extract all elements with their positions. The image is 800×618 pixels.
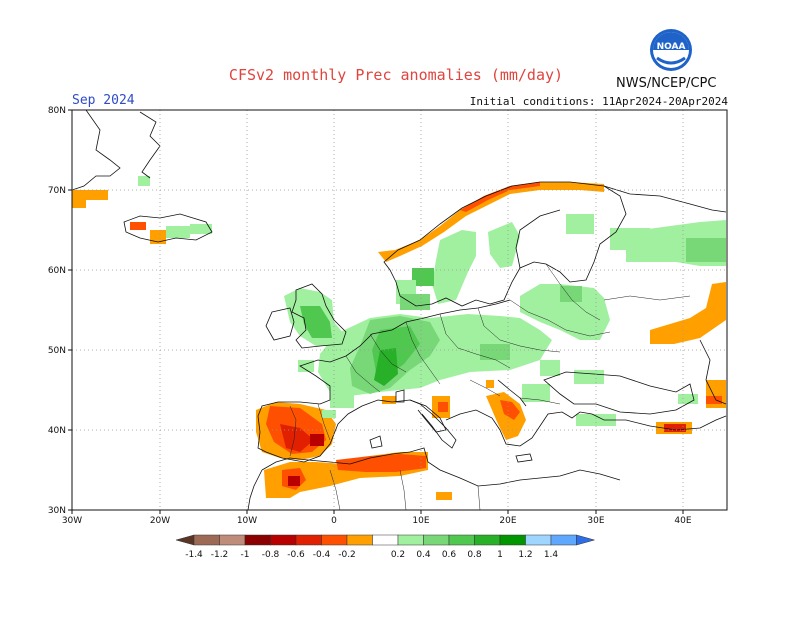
legend-tick-label: 1.4	[544, 550, 559, 560]
map-area	[72, 110, 727, 510]
init-label: Initial conditions: 11Apr2024-20Apr2024	[469, 95, 728, 108]
gridlines	[72, 110, 727, 510]
legend-arrow-left	[175, 534, 195, 546]
legend-color-box	[219, 534, 246, 546]
lon-tick-label: 30W	[62, 516, 82, 526]
lon-tick-label: 10E	[412, 516, 429, 526]
legend-color-box	[499, 534, 526, 546]
legend-color-box	[270, 534, 297, 546]
legend-tick-label: 0.8	[467, 550, 482, 560]
logo-text: NOAA	[657, 42, 686, 52]
legend-tick-label: -0.2	[338, 550, 356, 560]
legend-color-box	[423, 534, 450, 546]
agency-label: NWS/NCEP/CPC	[616, 76, 717, 91]
legend-tick-label: 0.4	[416, 550, 431, 560]
lat-tick-label: 70N	[48, 186, 66, 196]
map-frame	[71, 109, 728, 511]
lat-axis-labels: 80N 70N 60N 50N 40N 30N	[48, 106, 66, 516]
legend-tick-label: 0.2	[391, 550, 405, 560]
legend-color-box	[346, 534, 373, 546]
color-legend: -1.4 -1.2 -1 -0.8 -0.6 -0.4 -0.2 0.2 0.4 0.6 0.8 1 1…	[175, 534, 596, 560]
legend-tick-label: 1	[497, 550, 503, 560]
legend-tick-label: -0.6	[287, 550, 305, 560]
legend-color-box	[550, 534, 577, 546]
coastlines	[72, 110, 727, 510]
legend-tick-label: 1.2	[518, 550, 532, 560]
legend-color-box	[448, 534, 475, 546]
legend-color-box	[474, 534, 501, 546]
legend-tick-label: -1.2	[211, 550, 229, 560]
anomaly-patch	[72, 190, 108, 200]
lat-tick-label: 30N	[48, 506, 66, 516]
chart-title: CFSv2 monthly Prec anomalies (mm/day)	[228, 66, 564, 84]
lon-tick-label: 20W	[150, 516, 170, 526]
legend-tick-label: -1.4	[185, 550, 203, 560]
lon-tick-label: 0	[331, 516, 337, 526]
lat-tick-label: 60N	[48, 266, 66, 276]
legend-color-box	[193, 534, 220, 546]
legend-color-box	[397, 534, 424, 546]
lat-tick-label: 50N	[48, 346, 66, 356]
noaa-logo-icon: NOAA	[649, 28, 693, 72]
legend-color-box	[372, 534, 399, 546]
legend-tick-label: 0.6	[442, 550, 457, 560]
month-label: Sep 2024	[72, 93, 135, 108]
legend-color-box	[295, 534, 322, 546]
lon-tick-label: 30E	[587, 516, 604, 526]
lat-tick-label: 80N	[48, 106, 66, 116]
legend-color-box	[244, 534, 271, 546]
legend-color-box	[321, 534, 348, 546]
lon-axis-labels: 30W 20W 10W 0 10E 20E 30E 40E	[62, 516, 692, 526]
lat-tick-label: 40N	[48, 426, 66, 436]
legend-tick-label: -1	[241, 550, 250, 560]
legend-color-box	[525, 534, 552, 546]
lon-tick-label: 20E	[499, 516, 516, 526]
legend-tick-label: -0.8	[262, 550, 280, 560]
legend-tick-label: -0.4	[313, 550, 331, 560]
legend-arrow-right	[576, 534, 596, 546]
lon-tick-label: 40E	[674, 516, 691, 526]
lon-tick-label: 10W	[237, 516, 257, 526]
country-borders	[289, 263, 691, 510]
